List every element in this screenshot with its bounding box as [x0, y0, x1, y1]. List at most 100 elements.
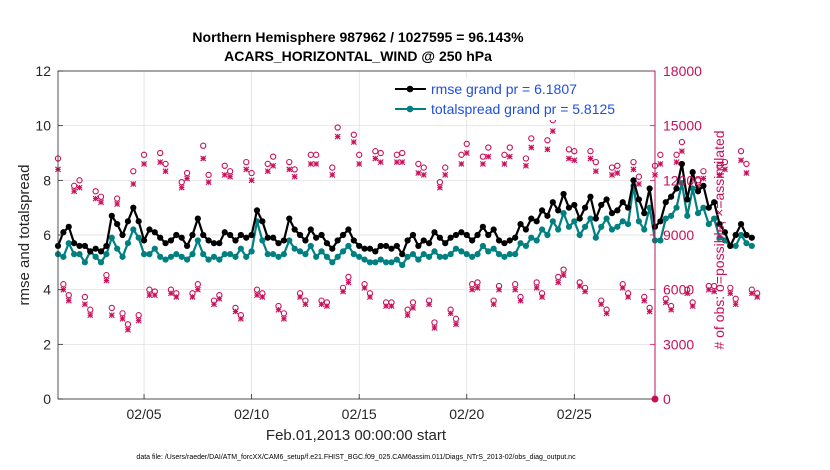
obs-possible-marker — [608, 164, 616, 171]
obs-assimilated-marker — [668, 306, 675, 313]
legend-rmse-label: rmse grand pr = 6.1807 — [431, 81, 577, 97]
point-totalspread — [114, 245, 121, 252]
point-rmse — [635, 196, 642, 203]
obs-assimilated-marker — [544, 146, 551, 153]
point-rmse — [544, 212, 551, 219]
point-rmse — [323, 240, 331, 247]
y2-tick-label: 0 — [663, 391, 671, 407]
point-rmse — [108, 212, 115, 219]
point-totalspread — [689, 185, 696, 192]
point-rmse — [485, 231, 492, 239]
obs-assimilated-marker — [560, 272, 567, 279]
point-rmse — [248, 231, 255, 239]
point-rmse — [162, 240, 169, 247]
point-rmse — [538, 207, 546, 214]
point-totalspread — [140, 251, 148, 258]
point-rmse — [76, 242, 83, 250]
point-rmse — [114, 220, 121, 228]
obs-assimilated-marker — [135, 317, 142, 324]
obs-possible-marker — [614, 162, 621, 169]
obs-possible-marker — [420, 164, 427, 171]
obs-possible-marker — [657, 151, 664, 158]
point-rmse — [399, 251, 406, 258]
point-totalspread — [92, 253, 99, 260]
x-axis-label: Feb.01,2013 00:00:00 start — [266, 427, 447, 444]
obs-assimilated-marker — [641, 297, 648, 304]
point-totalspread — [603, 215, 610, 222]
obs-possible-marker — [716, 162, 723, 169]
obs-assimilated-marker — [474, 284, 481, 291]
obs-assimilated-marker — [383, 303, 390, 310]
point-totalspread — [275, 253, 282, 260]
point-totalspread — [108, 234, 115, 241]
point-totalspread — [280, 251, 287, 258]
point-totalspread — [485, 248, 492, 255]
obs-assimilated-marker — [549, 128, 556, 135]
obs-assimilated-marker — [571, 157, 578, 164]
obs-assimilated-marker — [302, 301, 309, 308]
point-totalspread — [97, 259, 105, 266]
point-totalspread — [76, 251, 83, 258]
x-tick-label: 02/25 — [557, 406, 592, 422]
point-rmse — [581, 204, 589, 211]
y-tick-label: 12 — [35, 63, 51, 79]
point-totalspread — [538, 226, 546, 233]
point-totalspread — [517, 240, 524, 247]
obs-possible-marker — [119, 310, 126, 317]
obs-possible-marker — [87, 306, 94, 313]
point-totalspread — [361, 256, 368, 263]
obs-assimilated-marker — [436, 184, 443, 191]
point-rmse — [393, 242, 400, 250]
y-tick-label: 4 — [43, 282, 51, 298]
x-tick-label: 02/10 — [234, 406, 269, 422]
point-totalspread — [264, 251, 271, 258]
point-totalspread — [286, 237, 293, 244]
obs-possible-marker — [409, 299, 417, 306]
point-totalspread — [334, 253, 341, 260]
point-totalspread — [436, 253, 443, 260]
point-rmse — [619, 199, 626, 206]
point-totalspread — [635, 218, 642, 225]
obs-possible-marker — [253, 286, 261, 293]
point-rmse — [71, 240, 78, 247]
obs-assimilated-marker — [678, 148, 685, 155]
point-rmse — [356, 242, 363, 250]
obs-assimilated-marker — [705, 286, 712, 293]
obs-possible-marker — [393, 151, 400, 158]
obs-assimilated-marker — [711, 288, 718, 295]
obs-assimilated-marker — [635, 180, 642, 187]
point-totalspread — [162, 256, 169, 263]
point-rmse — [512, 234, 519, 241]
obs-assimilated-marker — [625, 293, 632, 300]
obs-possible-marker — [544, 137, 551, 144]
obs-assimilated-marker — [716, 171, 723, 178]
obs-possible-marker — [431, 319, 438, 326]
data-file-footnote: data file: /Users/raeder/DAI/ATM_forcXX/… — [136, 454, 576, 461]
point-rmse — [426, 240, 433, 247]
point-totalspread — [65, 240, 72, 247]
obs-assimilated-marker — [592, 168, 599, 175]
point-totalspread — [625, 220, 632, 228]
point-totalspread — [490, 245, 497, 252]
point-rmse — [97, 248, 105, 255]
obs-assimilated-marker — [243, 166, 250, 173]
point-rmse — [259, 218, 266, 225]
point-totalspread — [657, 237, 664, 244]
obs-possible-marker — [286, 158, 293, 166]
obs-possible-marker — [313, 151, 320, 158]
obs-assimilated-marker — [323, 303, 330, 310]
obs-possible-marker — [356, 151, 363, 158]
point-rmse — [673, 185, 680, 192]
obs-possible-marker — [512, 281, 519, 288]
obs-assimilated-marker — [490, 301, 497, 308]
obs-possible-marker — [555, 273, 562, 281]
obs-assimilated-marker — [479, 160, 486, 167]
point-rmse — [200, 231, 207, 239]
point-rmse — [87, 248, 94, 255]
point-rmse — [264, 234, 271, 241]
point-totalspread — [533, 237, 540, 244]
obs-assimilated-marker — [151, 292, 158, 299]
point-totalspread — [544, 231, 551, 239]
point-rmse — [560, 190, 567, 198]
obs-possible-marker — [630, 158, 637, 166]
